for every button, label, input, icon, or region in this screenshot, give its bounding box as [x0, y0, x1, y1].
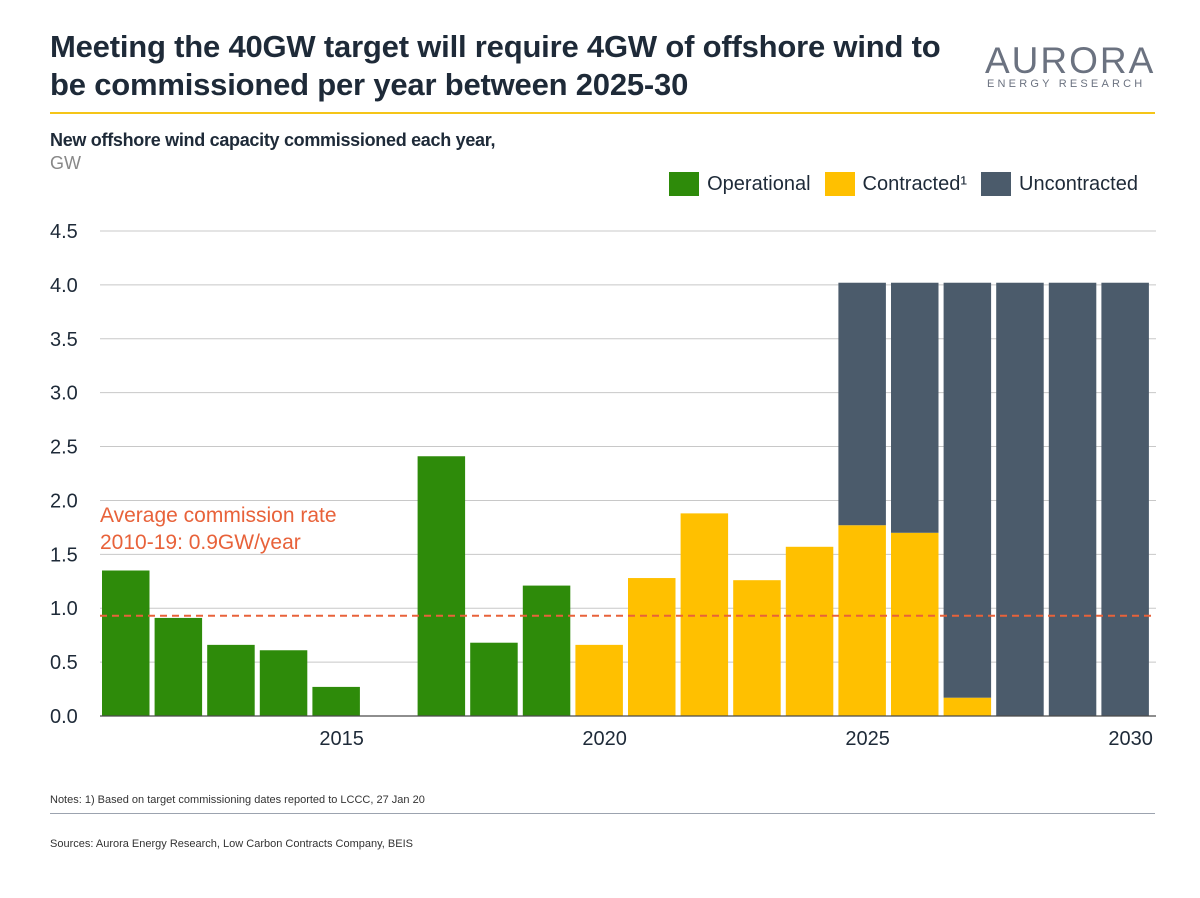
bar-contracted	[575, 644, 623, 716]
bar-operational	[207, 644, 255, 716]
y-tick-label: 4.5	[50, 221, 78, 243]
bar-uncontracted	[1101, 282, 1149, 716]
sources: Sources: Aurora Energy Research, Low Car…	[50, 838, 413, 850]
y-tick-label: 3.0	[50, 383, 78, 405]
average-label: Average commission rate	[100, 504, 337, 527]
bar-operational	[417, 456, 466, 716]
legend-label-contracted: Contracted¹	[862, 172, 968, 195]
legend-item-contracted: Contracted¹	[824, 172, 968, 196]
bar-operational	[154, 617, 203, 716]
bar-chart: 0.0 0.5 1.0 1.5 2.0 2.5 3.0 3.5 4.0 4.5 2015 2020 20…	[50, 221, 1156, 750]
legend-item-uncontracted: Uncontracted	[981, 172, 1138, 196]
footnote: Notes: 1) Based on target commissioning …	[50, 794, 425, 806]
y-tick-label: 2.5	[50, 437, 78, 459]
y-tick-label: 4.0	[50, 275, 78, 297]
bar-uncontracted	[996, 282, 1044, 716]
legend-swatch-operational	[669, 172, 700, 196]
x-tick-label: 2020	[582, 728, 627, 750]
bar-contracted	[785, 546, 834, 716]
bar-operational	[102, 570, 150, 716]
legend-item-operational: Operational	[669, 172, 811, 196]
chart-title: New offshore wind capacity commissioned …	[50, 130, 496, 150]
legend-label-uncontracted: Uncontracted	[1019, 172, 1138, 195]
logo-tagline: ENERGY RESEARCH	[987, 78, 1146, 90]
y-tick-label: 2.0	[50, 490, 78, 512]
bar-contracted	[628, 578, 676, 716]
bar-contracted	[838, 525, 886, 716]
bar-contracted	[891, 532, 939, 716]
bar-operational	[312, 686, 360, 716]
y-tick-label: 1.0	[50, 598, 78, 620]
logo-wordmark: AURORA	[985, 40, 1156, 81]
bar-contracted	[943, 697, 992, 716]
y-tick-label: 0.0	[50, 706, 78, 728]
bar-uncontracted	[838, 282, 886, 526]
average-label: 2010-19: 0.9GW/year	[100, 531, 301, 554]
x-tick-label: 2030	[1108, 728, 1153, 750]
aurora-logo: AURORA ENERGY RESEARCH	[985, 40, 1160, 100]
y-tick-label: 3.5	[50, 329, 78, 351]
legend-swatch-uncontracted	[981, 172, 1012, 196]
bar-uncontracted	[1048, 282, 1097, 716]
bar-uncontracted	[891, 282, 939, 533]
page-title: Meeting the 40GW target will require 4GW…	[50, 29, 941, 102]
chart-unit: GW	[50, 153, 81, 173]
bar-operational	[522, 585, 571, 716]
bar-operational	[259, 650, 308, 716]
bar-uncontracted	[943, 282, 992, 698]
bar-operational	[470, 642, 518, 716]
title-divider	[50, 112, 1155, 114]
x-tick-label: 2015	[319, 728, 364, 750]
x-tick-label: 2025	[845, 728, 890, 750]
y-tick-label: 1.5	[50, 544, 78, 566]
footer-divider	[50, 813, 1155, 814]
legend-swatch-contracted	[824, 172, 855, 196]
legend-label-operational: Operational	[707, 172, 811, 195]
chart-legend: Operational Contracted¹ Uncontracted	[655, 172, 1138, 196]
bar-contracted	[680, 513, 729, 716]
bar-contracted	[733, 580, 781, 716]
y-tick-label: 0.5	[50, 652, 78, 674]
